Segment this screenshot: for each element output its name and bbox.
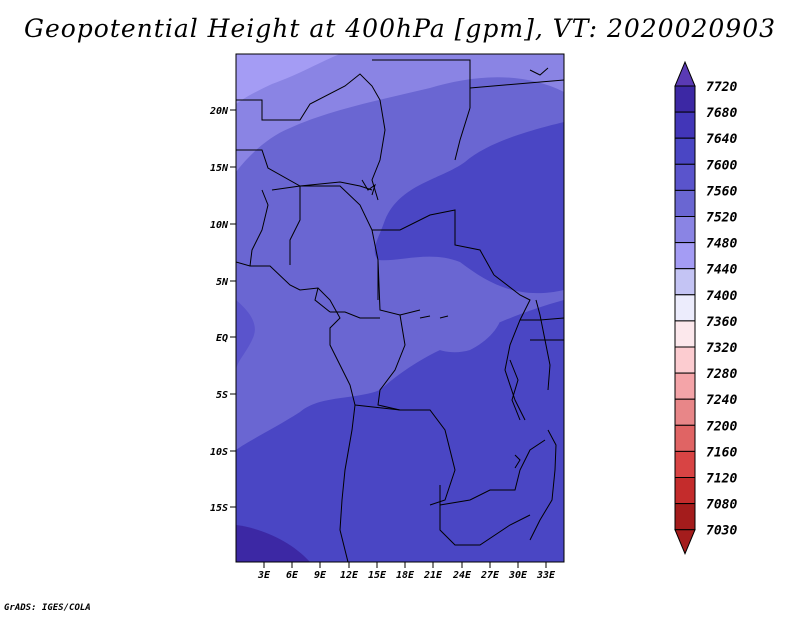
colorbar-swatch (674, 111, 696, 139)
lon-tick-label: 24E (452, 570, 472, 581)
colorbar-swatch (674, 216, 696, 244)
colorbar-swatch (674, 163, 696, 191)
lat-tick-label: 20N (209, 106, 229, 117)
lat-tick-label: 15S (210, 503, 228, 514)
lat-tick-label: 5S (216, 390, 228, 401)
colorbar-label: 7280 (706, 367, 737, 382)
lon-tick-label: 21E (423, 570, 443, 581)
colorbar-label: 7520 (706, 211, 737, 226)
colorbar-top-arrow (674, 60, 696, 87)
latitude-axis: 20N 15N 10N 5N EQ 5S 10S 15S (209, 106, 236, 514)
lat-tick-label: 5N (216, 277, 229, 288)
colorbar-label: 7240 (706, 393, 737, 408)
colorbar-label: 7120 (706, 472, 737, 487)
lon-tick-label: 27E (480, 570, 500, 581)
colorbar-swatch (674, 450, 696, 478)
colorbar-swatch (674, 268, 696, 296)
colorbar-bottom-arrow (674, 529, 696, 556)
colorbar-swatch (674, 242, 696, 270)
colorbar-label: 7200 (706, 419, 737, 434)
colorbar-label: 7440 (706, 263, 737, 278)
lon-tick-label: 6E (286, 570, 299, 581)
colorbar-label: 7320 (706, 341, 737, 356)
colorbar-label: 7400 (706, 289, 737, 304)
country-borders (236, 59, 564, 562)
map-frame (235, 53, 565, 563)
colorbar-label: 7720 (706, 80, 737, 95)
lat-tick-label: 10N (210, 220, 229, 231)
colorbar-label: 7600 (706, 158, 737, 173)
colorbar: 7720 7680 7640 7600 7560 7520 7480 7440 7400 7360… (674, 60, 737, 556)
colorbar-swatch (674, 372, 696, 400)
lon-tick-label: 15E (368, 570, 387, 581)
footer-credit: GrADS: IGES/COLA (4, 603, 91, 613)
lon-tick-label: 18E (396, 570, 415, 581)
colorbar-swatch (674, 398, 696, 426)
lon-tick-label: 12E (340, 570, 359, 581)
lon-tick-label: 3E (257, 570, 271, 581)
colorbar-swatch (674, 477, 696, 505)
colorbar-swatch (674, 320, 696, 348)
lat-tick-label: 15N (210, 163, 229, 174)
longitude-axis: 3E 6E 9E 12E 15E 18E 21E 24E 27E 30E 33E (257, 562, 556, 581)
colorbar-label: 7080 (706, 498, 737, 513)
colorbar-label: 7560 (706, 184, 737, 199)
colorbar-label: 7680 (706, 106, 737, 121)
colorbar-label: 7640 (706, 132, 737, 147)
colorbar-swatch (674, 424, 696, 452)
colorbar-swatch (674, 503, 696, 531)
map-title: Geopotential Height at 400hPa [gpm], VT:… (23, 14, 777, 43)
colorbar-swatch (674, 346, 696, 374)
colorbar-label: 7030 (706, 524, 737, 539)
colorbar-swatch (674, 85, 696, 113)
colorbar-label: 7480 (706, 237, 737, 252)
lat-tick-label: 10S (210, 447, 228, 458)
lon-tick-label: 30E (508, 570, 528, 581)
colorbar-label: 7160 (706, 445, 737, 460)
colorbar-swatch (674, 189, 696, 217)
colorbar-swatch (674, 294, 696, 322)
contour-fill (236, 54, 564, 562)
lat-tick-label: EQ (216, 333, 228, 344)
colorbar-swatch (674, 137, 696, 165)
colorbar-label: 7360 (706, 315, 737, 330)
lon-tick-label: 33E (536, 570, 556, 581)
lon-tick-label: 9E (314, 570, 327, 581)
